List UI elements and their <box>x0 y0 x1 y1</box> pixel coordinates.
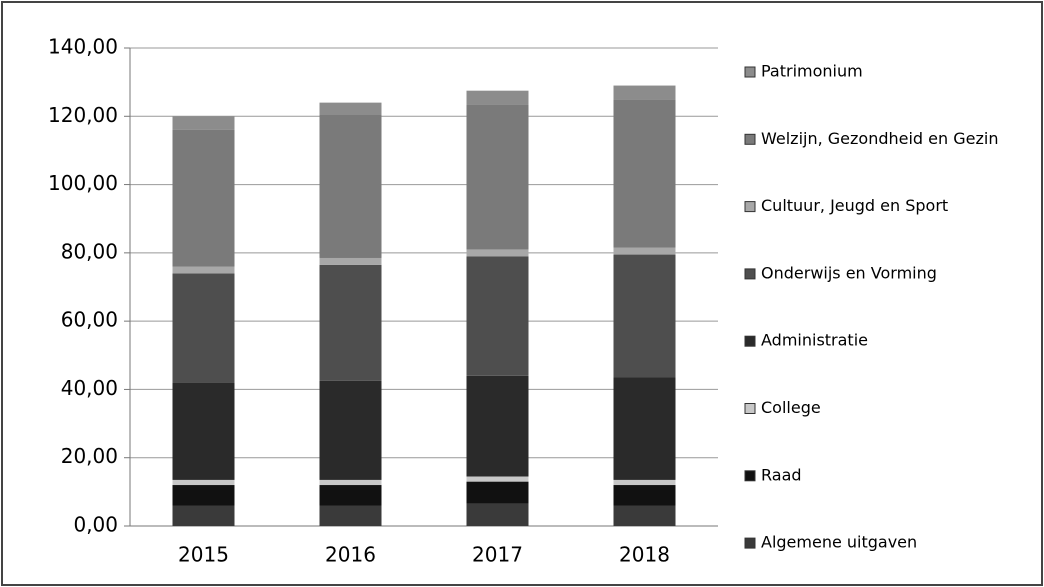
y-tick-label: 140,00 <box>48 35 118 59</box>
x-tick-label: 2017 <box>472 543 523 567</box>
x-tick-label: 2016 <box>325 543 376 567</box>
bar-segment <box>613 377 676 480</box>
y-tick-label: 20,00 <box>61 444 118 468</box>
y-tick-label: 100,00 <box>48 171 118 195</box>
y-tick-label: 80,00 <box>61 239 118 263</box>
y-tick-label: 40,00 <box>61 376 118 400</box>
bar-segment <box>613 254 676 378</box>
bar-segment <box>319 479 382 486</box>
legend-swatch <box>744 335 756 347</box>
legend-swatch <box>744 201 756 213</box>
bar-segment <box>172 273 235 383</box>
y-tick-label: 120,00 <box>48 103 118 127</box>
bar-segment <box>319 102 382 115</box>
bar-segment <box>466 104 529 250</box>
bar-segment <box>172 479 235 486</box>
bar-segment <box>613 505 676 526</box>
bar-segment <box>319 505 382 526</box>
bar-segment <box>172 382 235 480</box>
bar-segment <box>613 485 676 506</box>
y-tick-label: 60,00 <box>61 308 118 332</box>
bar-segment <box>319 264 382 381</box>
bar-segment <box>172 485 235 506</box>
legend-swatch <box>744 403 756 414</box>
legend-label: Algemene uitgaven <box>761 533 917 552</box>
y-tick-label: 0,00 <box>73 513 118 537</box>
legend-label: Cultuur, Jeugd en Sport <box>761 196 948 215</box>
legend-swatch <box>744 133 756 145</box>
bar-segment <box>466 375 529 477</box>
bar-segment <box>172 129 235 267</box>
bar-segment <box>172 266 235 274</box>
bar-segment <box>466 249 529 257</box>
bar-segment <box>466 90 529 105</box>
bar-segment <box>319 380 382 480</box>
bar-segment <box>466 503 529 526</box>
legend-swatch <box>744 66 756 78</box>
bar-segment <box>319 114 382 258</box>
bar-segment <box>613 247 676 255</box>
legend-swatch <box>744 268 756 280</box>
bar-segment <box>613 479 676 486</box>
bar-segment <box>466 256 529 376</box>
legend-label: Onderwijs en Vorming <box>761 263 937 282</box>
legend-label: College <box>761 398 821 417</box>
bar-segment <box>172 116 235 130</box>
legend-label: Welzijn, Gezondheid en Gezin <box>761 129 998 148</box>
legend-label: Administratie <box>761 331 868 350</box>
legend-label: Raad <box>761 465 802 484</box>
legend-swatch <box>744 470 756 482</box>
bar-segment <box>319 485 382 506</box>
bar-segment <box>613 99 676 248</box>
x-tick-label: 2018 <box>619 543 670 567</box>
bar-segment <box>466 476 529 482</box>
bar-segment <box>172 505 235 526</box>
x-tick-label: 2015 <box>178 543 229 567</box>
bar-segment <box>613 85 676 100</box>
legend-swatch <box>744 537 756 549</box>
bar-segment <box>319 257 382 265</box>
bar-segment <box>466 481 529 504</box>
legend-label: Patrimonium <box>761 62 863 81</box>
